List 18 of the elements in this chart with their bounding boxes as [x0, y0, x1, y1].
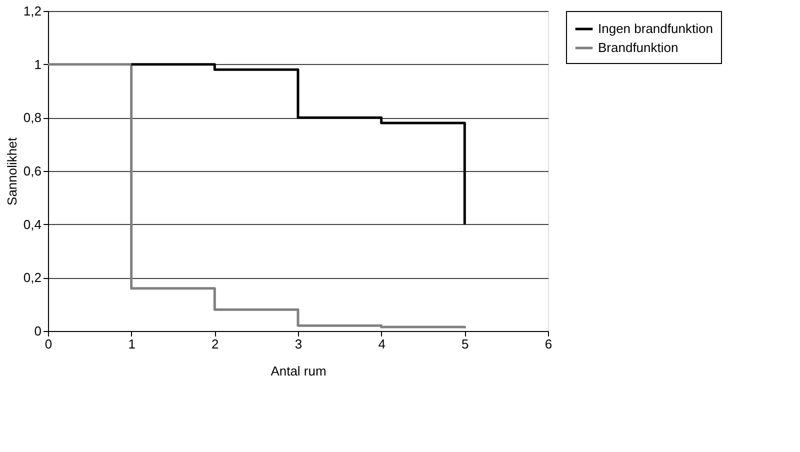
- y-tick-label: 0,4: [23, 216, 42, 232]
- y-tick-label: 0,6: [23, 164, 42, 178]
- y-tick-label: 1: [34, 56, 42, 72]
- x-axis-title: Antal rum: [270, 364, 326, 378]
- y-tick-label: 0,8: [23, 110, 42, 126]
- y-tick-label: 0: [34, 324, 42, 338]
- x-tick-label: 2: [212, 336, 219, 352]
- x-tick-label: 5: [462, 336, 469, 352]
- x-tick-label: 6: [544, 336, 552, 352]
- y-axis-title: Sannolikhet: [4, 137, 20, 206]
- y-tick-label: 1,2: [23, 4, 42, 18]
- x-tick-label: 3: [294, 336, 302, 352]
- x-tick-label: 1: [128, 336, 136, 352]
- y-tick-label: 0,2: [23, 270, 42, 286]
- legend-label: Ingen brandfunktion: [598, 21, 713, 36]
- legend-label: Brandfunktion: [598, 40, 678, 55]
- x-tick-label: 4: [378, 336, 386, 352]
- x-tick-label: 0: [44, 336, 52, 352]
